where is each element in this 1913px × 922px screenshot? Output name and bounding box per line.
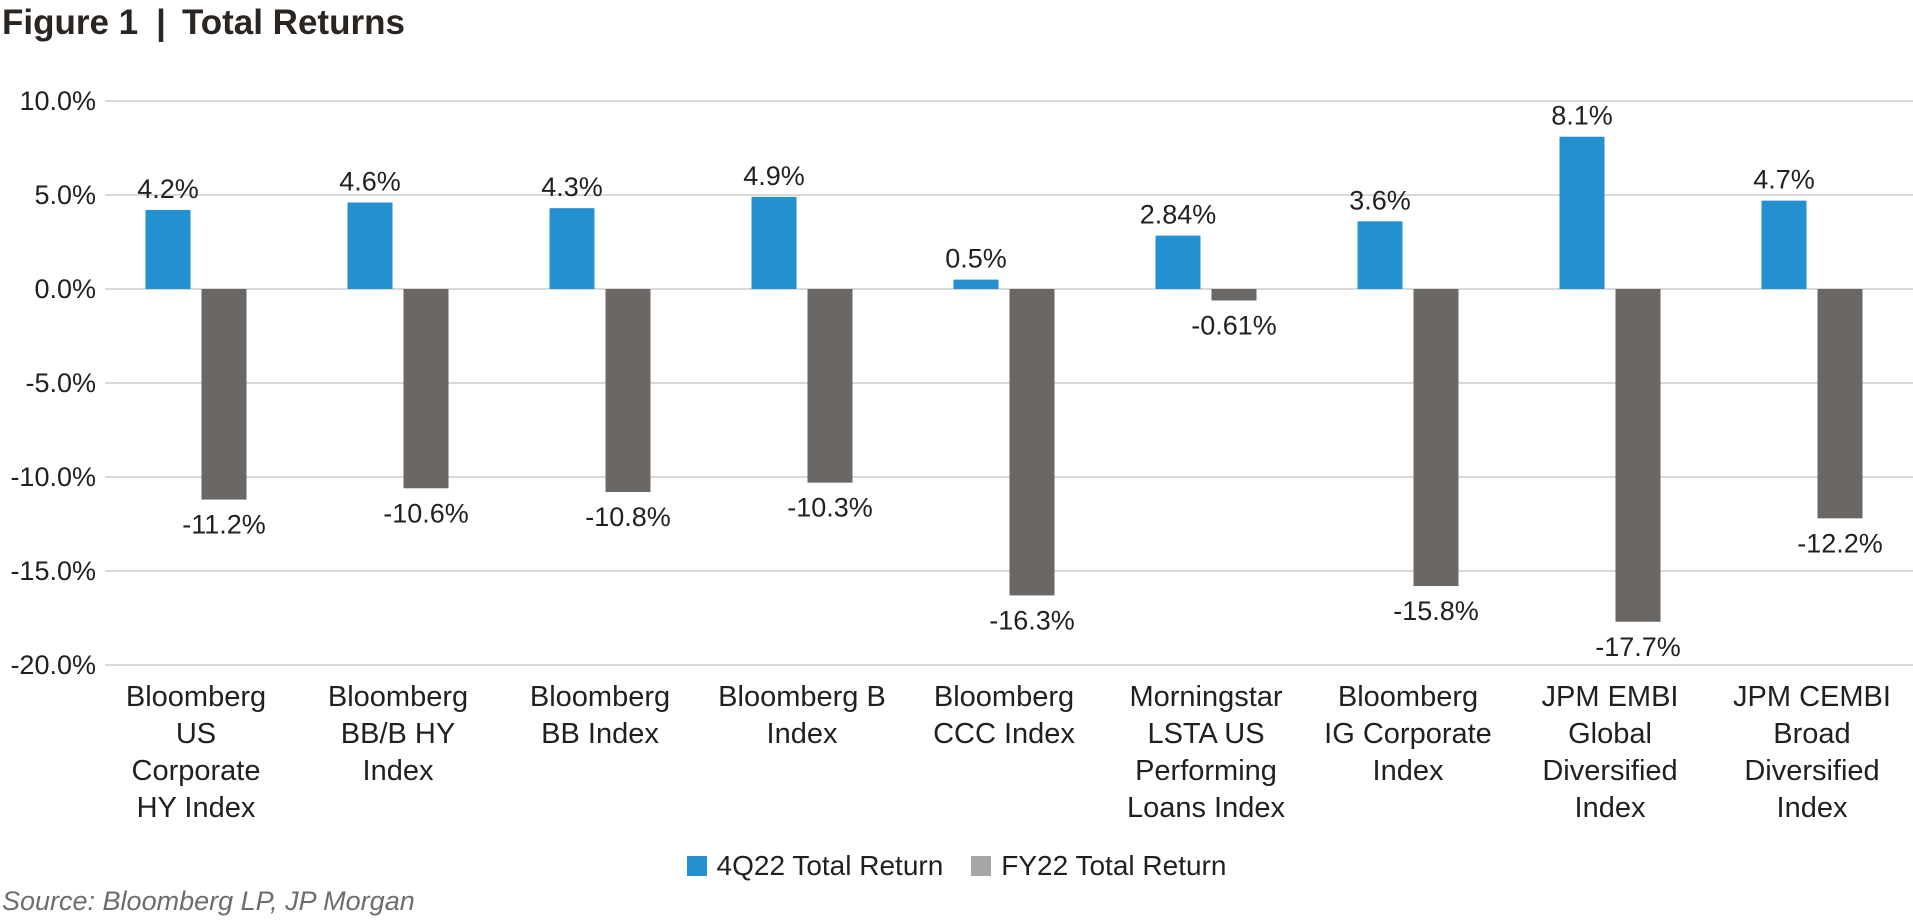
data-label: 8.1% <box>1551 101 1613 131</box>
x-category-label: Morningstar <box>1129 681 1282 713</box>
x-category-label: Loans Index <box>1127 792 1286 824</box>
y-tick-label: 0.0% <box>34 274 96 304</box>
x-category-label: JPM EMBI <box>1542 681 1679 713</box>
x-category-label: Bloomberg <box>328 681 468 713</box>
data-label: -10.3% <box>787 493 873 523</box>
data-label: -15.8% <box>1393 596 1479 626</box>
data-label: 4.6% <box>339 167 401 197</box>
figure-title: Figure 1 | Total Returns <box>2 0 405 46</box>
x-category-label: LSTA US <box>1147 718 1264 750</box>
data-label: 4.7% <box>1753 165 1815 195</box>
bar-4q22 <box>1761 200 1807 289</box>
x-category-label: Diversified <box>1744 755 1879 787</box>
legend-item-4q22: 4Q22 Total Return <box>686 850 944 882</box>
bar-4q22 <box>1559 136 1605 289</box>
x-category-label: HY Index <box>137 792 256 824</box>
legend-swatch-4q22 <box>686 856 707 876</box>
bar-fy22 <box>403 289 449 489</box>
bar-4q22 <box>953 279 999 289</box>
x-category-label: Performing <box>1135 755 1277 787</box>
data-label: 4.9% <box>743 161 805 191</box>
data-label: 2.84% <box>1140 200 1217 230</box>
data-label: -12.2% <box>1797 528 1883 558</box>
x-category-label: Bloomberg <box>1338 681 1478 713</box>
x-category-label: Bloomberg B <box>718 681 886 713</box>
x-category-label: Corporate <box>132 755 261 787</box>
bar-chart: 10.0% 5.0% 0.0% -5.0% -10.0% -15.0% -20.0% 4.2%… <box>10 86 1913 824</box>
x-category-label: Index <box>767 718 838 750</box>
y-tick-label: 5.0% <box>34 180 96 210</box>
bar-fy22 <box>807 289 853 483</box>
data-label: 0.5% <box>945 244 1007 274</box>
bar-4q22 <box>751 196 797 289</box>
x-category-label: Bloomberg <box>126 681 266 713</box>
x-category-label: Index <box>363 755 434 787</box>
legend-swatch-fy22 <box>971 856 992 876</box>
x-category-label: CCC Index <box>933 718 1075 750</box>
data-label: -17.7% <box>1595 632 1681 662</box>
y-tick-label: -20.0% <box>10 650 96 680</box>
y-tick-label: 10.0% <box>19 86 96 116</box>
chart-legend: 4Q22 Total Return FY22 Total Return <box>0 850 1913 882</box>
y-tick-label: -5.0% <box>25 368 96 398</box>
data-label: -10.6% <box>383 498 469 528</box>
y-tick-label: -15.0% <box>10 556 96 586</box>
x-category-label: Bloomberg <box>934 681 1074 713</box>
bar-4q22 <box>145 210 191 289</box>
chart-title: Total Returns <box>181 3 405 42</box>
bar-fy22 <box>1413 289 1459 587</box>
x-category-label: US <box>176 718 216 750</box>
data-label: 4.2% <box>137 174 199 204</box>
legend-label-fy22: FY22 Total Return <box>1001 850 1227 881</box>
bar-4q22 <box>1155 235 1201 289</box>
data-label: 4.3% <box>541 172 603 202</box>
bar-fy22 <box>1211 289 1257 301</box>
y-tick-label: -10.0% <box>10 462 96 492</box>
bar-4q22 <box>1357 221 1403 289</box>
data-label: -10.8% <box>585 502 671 532</box>
source-note: Source: Bloomberg LP, JP Morgan <box>2 886 415 916</box>
legend-label-4q22: 4Q22 Total Return <box>716 850 944 881</box>
x-category-label: JPM CEMBI <box>1733 681 1891 713</box>
title-separator: | <box>156 3 166 42</box>
x-category-label: BB Index <box>541 718 659 750</box>
bar-fy22 <box>1817 289 1863 519</box>
bar-fy22 <box>605 289 651 493</box>
data-label: 3.6% <box>1349 185 1411 215</box>
x-category-label: Broad <box>1773 718 1850 750</box>
bar-fy22 <box>201 289 247 500</box>
data-label: -0.61% <box>1191 310 1277 340</box>
x-category-label: Index <box>1777 792 1848 824</box>
legend-item-fy22: FY22 Total Return <box>971 850 1226 882</box>
bar-fy22 <box>1009 289 1055 596</box>
bar-4q22 <box>549 208 595 289</box>
bar-4q22 <box>347 202 393 289</box>
x-category-label: Global <box>1568 718 1652 750</box>
x-category-label: Index <box>1373 755 1444 787</box>
data-label: -11.2% <box>182 510 266 540</box>
figure-label: Figure 1 <box>2 3 139 42</box>
x-category-label: BB/B HY <box>341 718 455 750</box>
x-category-label: Diversified <box>1542 755 1677 787</box>
x-category-label: IG Corporate <box>1324 718 1492 750</box>
data-label: -16.3% <box>989 605 1075 635</box>
bar-fy22 <box>1615 289 1661 622</box>
x-category-label: Index <box>1575 792 1646 824</box>
x-category-label: Bloomberg <box>530 681 670 713</box>
